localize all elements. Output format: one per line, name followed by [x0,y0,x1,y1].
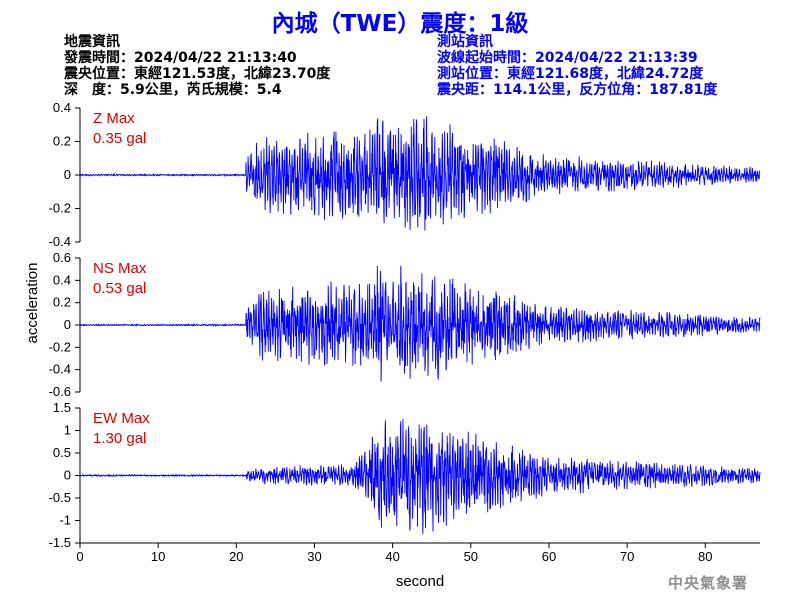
y-tick-label-ew: -1.5 [49,535,71,550]
max-label-ns: NS Max [93,260,147,277]
y-tick-label-ew: 1 [64,423,71,438]
origin-time: 發震時間：2024/04/22 21:13:40 [64,50,297,66]
y-tick-label-ew: -1 [59,513,71,528]
y-tick-label-ns: -0.2 [49,339,71,354]
max-label-ew: EW Max [93,410,150,427]
max-label-z: Z Max [93,110,135,127]
quake-info-heading: 地震資訊 [64,34,120,50]
chart-title: 內城（TWE）震度：1級 [271,11,529,37]
y-tick-label-ns: 0.6 [53,250,71,265]
trace-z [79,116,761,231]
y-tick-label-ns: -0.4 [49,362,71,377]
x-tick-label: 50 [464,549,478,564]
y-tick-label-z: 0.2 [53,134,71,149]
x-tick-label: 80 [698,549,712,564]
station-info-heading: 測站資訊 [437,34,493,50]
y-tick-label-ew: 0.5 [53,445,71,460]
x-tick-label: 0 [76,549,83,564]
y-tick-label-ns: 0.4 [53,272,71,287]
x-tick-label: 40 [385,549,399,564]
y-tick-label-ew: 0 [64,468,71,483]
max-value-z: 0.35 gal [93,130,146,147]
trace-ns [79,265,761,382]
y-tick-label-ew: -0.5 [49,490,71,505]
agency-credit: 中央氣象署 [667,574,748,592]
x-tick-label: 60 [542,549,556,564]
arrival-time: 波線起始時間：2024/04/22 21:13:39 [437,50,698,66]
x-axis-label: second [396,573,444,590]
y-tick-label-ew: 1.5 [53,400,71,415]
y-tick-label-z: -0.2 [49,201,71,216]
trace-ew [79,418,761,535]
epicenter: 震央位置：東經121.53度，北緯23.70度 [64,66,331,82]
x-tick-label: 10 [151,549,165,564]
distance-azimuth: 震央距：114.1公里，反方位角：187.81度 [437,82,718,98]
x-tick-label: 30 [307,549,321,564]
quake-info-block: 地震資訊 發震時間：2024/04/22 21:13:40 震央位置：東經121… [64,34,330,98]
y-tick-label-z: 0 [64,167,71,182]
y-tick-label-ns: 0 [64,317,71,332]
station-info-block: 測站資訊 波線起始時間：2024/04/22 21:13:39 測站位置：東經1… [437,34,717,98]
y-axis-label: acceleration [24,263,41,344]
y-tick-label-z: -0.4 [49,234,71,249]
y-tick-label-ns: -0.6 [49,384,71,399]
depth-magnitude: 深 度：5.9公里，芮氏規模：5.4 [64,82,282,98]
station-location: 測站位置：東經121.68度，北緯24.72度 [437,66,704,82]
y-tick-label-ns: 0.2 [53,295,71,310]
x-tick-label: 70 [620,549,634,564]
x-tick-label: 20 [229,549,243,564]
max-value-ns: 0.53 gal [93,280,146,297]
max-value-ew: 1.30 gal [93,430,146,447]
y-tick-label-z: 0.4 [53,100,71,115]
